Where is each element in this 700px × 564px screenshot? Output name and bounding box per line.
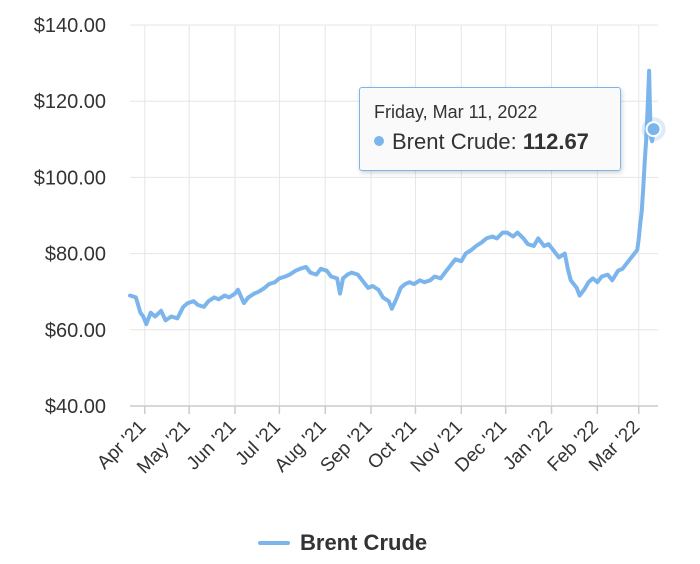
y-tick-label: $60.00 bbox=[45, 320, 106, 342]
tooltip-series-dot-icon bbox=[374, 136, 384, 147]
tooltip-row: Brent Crude: 112.67 bbox=[374, 129, 620, 155]
y-tick-label: $120.00 bbox=[34, 91, 106, 113]
tooltip-date: Friday, Mar 11, 2022 bbox=[374, 102, 538, 122]
y-axis-ticks: $140.00 $120.00 $100.00 $80.00 $60.00 $40.00 bbox=[34, 15, 106, 418]
legend-item-brent-crude[interactable]: Brent Crude bbox=[258, 528, 427, 558]
y-tick-label: $100.00 bbox=[34, 167, 106, 189]
y-tick-label: $40.00 bbox=[45, 396, 106, 418]
data-tooltip: Friday, Mar 11, 2022 Brent Crude: 112.67 bbox=[359, 87, 621, 171]
hover-point-marker[interactable] bbox=[645, 121, 662, 138]
y-tick-label: $80.00 bbox=[45, 244, 106, 266]
x-tick-label: Jun '21 bbox=[183, 417, 241, 475]
x-tick-label: Sep '21 bbox=[317, 417, 377, 477]
legend-line-icon bbox=[258, 541, 290, 545]
gridlines bbox=[130, 24, 658, 406]
legend-label: Brent Crude bbox=[300, 530, 428, 555]
series-line-brent-crude[interactable] bbox=[128, 68, 656, 327]
tooltip-series-label: Brent Crude: bbox=[392, 129, 523, 154]
y-tick-label: $140.00 bbox=[34, 15, 106, 37]
tooltip-value: 112.67 bbox=[522, 129, 589, 154]
